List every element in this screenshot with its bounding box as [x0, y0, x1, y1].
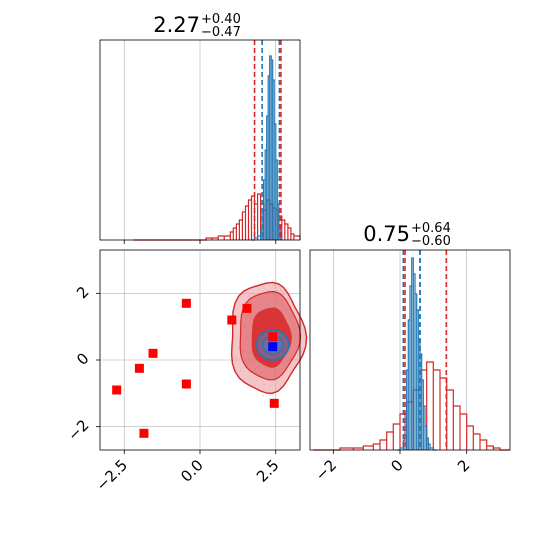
- title-value: 2.27: [153, 13, 200, 37]
- grid: [123, 40, 277, 240]
- title-minus: −0.47: [201, 25, 241, 40]
- title-minus: −0.60: [411, 234, 451, 249]
- red-marker: [112, 385, 122, 395]
- x-tick-label: −2.5: [93, 456, 131, 494]
- red-marker: [181, 298, 191, 308]
- secondary-histogram: [313, 361, 510, 451]
- x-tick-label: 2.5: [253, 456, 283, 486]
- secondary-hist-line: [133, 193, 301, 241]
- primary-histogram: [251, 55, 283, 241]
- x-ticks: −2 0 2: [312, 450, 473, 484]
- y-tick-label: 2: [73, 283, 92, 302]
- title-plus: +0.64: [411, 221, 451, 236]
- red-marker: [268, 332, 278, 342]
- red-marker: [242, 303, 252, 313]
- red-marker: [139, 428, 149, 438]
- sample-point: [262, 394, 265, 397]
- red-marker: [134, 363, 144, 373]
- primary-hist-line: [251, 55, 283, 241]
- param1-histogram-panel: 2.27 +0.40 −0.47: [99, 12, 301, 244]
- x-tick-label: −2: [312, 456, 340, 484]
- y-ticks: −2 0 2: [64, 283, 100, 444]
- axes-frame: [309, 249, 511, 451]
- contours: [230, 281, 308, 395]
- red-marker: [269, 398, 279, 408]
- x-tick-label: 2: [454, 456, 473, 475]
- title-plus: +0.40: [201, 12, 241, 27]
- red-marker: [148, 348, 158, 358]
- x-ticks: −2.5 0.0 2.5: [93, 450, 283, 495]
- secondary-hist-line: [313, 361, 510, 451]
- x-tick-label: 0.0: [177, 456, 207, 486]
- x-ticks: [123, 240, 277, 244]
- param2-histogram-panel: −2 0 2 0.75 +0.64 −0.60: [309, 221, 511, 484]
- quantile-lines: [253, 40, 282, 240]
- blue-marker: [268, 342, 278, 352]
- joint-panel: −2.5 0.0 2.5 −2 0 2: [64, 249, 308, 495]
- x-tick-label: 0: [387, 456, 406, 475]
- red-marker: [227, 315, 237, 325]
- quantile-lines: [402, 250, 448, 450]
- y-tick-label: −2: [64, 416, 92, 444]
- y-tick-label: 0: [73, 349, 92, 368]
- red-marker: [181, 379, 191, 389]
- secondary-histogram: [133, 193, 301, 241]
- markers: [112, 298, 279, 438]
- title-value: 0.75: [363, 222, 410, 246]
